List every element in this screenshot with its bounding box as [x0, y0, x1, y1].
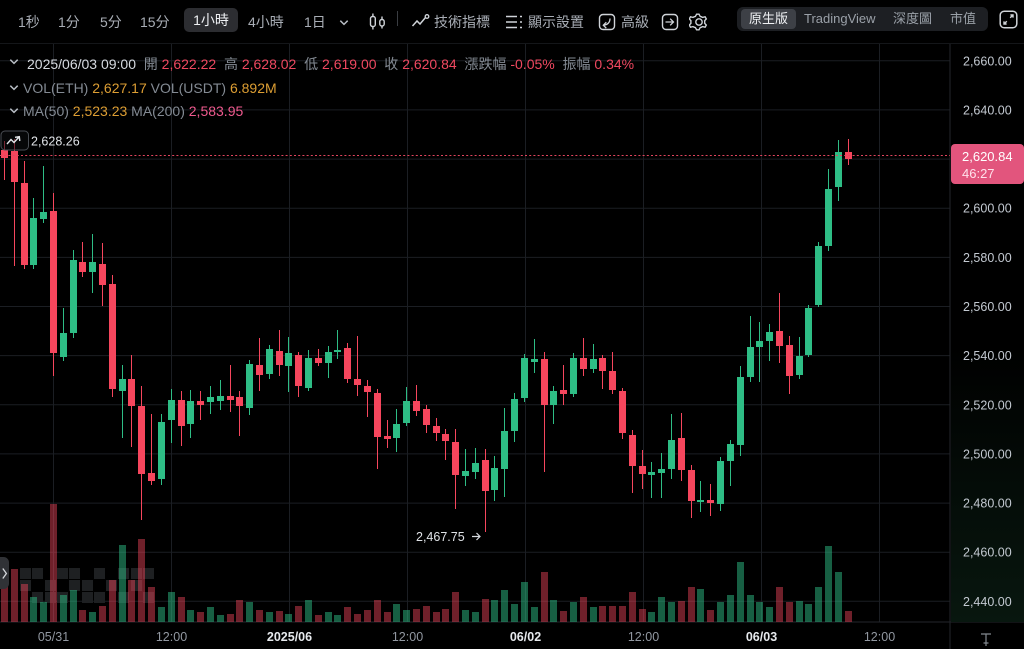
svg-text:05/31: 05/31 [38, 630, 69, 644]
svg-text:2,467.75: 2,467.75 [416, 530, 465, 544]
svg-text:2,560.00: 2,560.00 [963, 300, 1012, 314]
svg-text:12:00: 12:00 [864, 630, 895, 644]
svg-text:2,620.84: 2,620.84 [962, 149, 1013, 164]
svg-text:2,660.00: 2,660.00 [963, 54, 1012, 68]
svg-text:2,500.00: 2,500.00 [963, 447, 1012, 461]
svg-text:2,480.00: 2,480.00 [963, 497, 1012, 511]
svg-text:06/03: 06/03 [746, 630, 777, 644]
svg-text:46:27: 46:27 [962, 166, 995, 181]
svg-text:2,460.00: 2,460.00 [963, 546, 1012, 560]
svg-text:2,628.26: 2,628.26 [31, 135, 80, 149]
svg-text:06/02: 06/02 [510, 630, 541, 644]
svg-text:2,600.00: 2,600.00 [963, 202, 1012, 216]
svg-text:12:00: 12:00 [628, 630, 659, 644]
svg-text:2,440.00: 2,440.00 [963, 595, 1012, 609]
svg-text:2025/06: 2025/06 [267, 630, 312, 644]
svg-text:2,580.00: 2,580.00 [963, 251, 1012, 265]
svg-text:12:00: 12:00 [392, 630, 423, 644]
svg-text:12:00: 12:00 [156, 630, 187, 644]
svg-text:2,540.00: 2,540.00 [963, 349, 1012, 363]
svg-text:2,520.00: 2,520.00 [963, 398, 1012, 412]
svg-text:2,640.00: 2,640.00 [963, 103, 1012, 117]
